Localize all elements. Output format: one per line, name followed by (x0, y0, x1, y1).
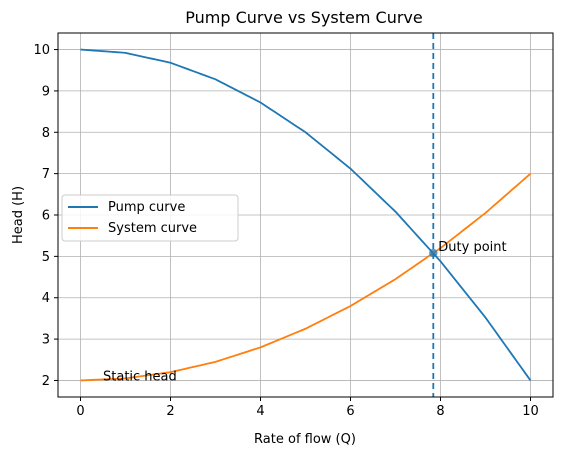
y-tick-label: 9 (42, 84, 50, 99)
duty-point-marker (429, 248, 438, 258)
grid (58, 33, 553, 397)
legend-box (61, 194, 239, 242)
x-tick-label: 10 (522, 404, 539, 419)
axis-ticks: 0 2 4 6 8 10 2 3 4 5 6 7 8 9 10 (33, 43, 538, 419)
series-line-system (80, 172, 532, 382)
series-line-pump (80, 48, 532, 381)
y-tick-label: 8 (42, 126, 50, 141)
y-tick-label: 4 (42, 291, 50, 306)
annotations: Static head (103, 369, 177, 384)
x-tick-label: 4 (256, 404, 264, 419)
legend-label-pump: Pump curve (108, 200, 185, 215)
x-axis-label: Rate of flow (Q) (254, 432, 356, 447)
y-tick-label: 5 (42, 250, 50, 265)
x-tick-label: 2 (166, 404, 174, 419)
legend-label-system: System curve (108, 221, 197, 236)
static-head-annotation: Static head (103, 369, 177, 384)
y-tick-label: 2 (42, 374, 50, 389)
y-tick-label: 7 (42, 167, 50, 182)
y-tick-label: 10 (33, 43, 50, 58)
x-tick-label: 8 (436, 404, 444, 419)
y-tick-label: 6 (42, 209, 50, 224)
duty-point-label: Duty point (438, 240, 506, 255)
x-tick-label: 0 (76, 404, 84, 419)
legend: Pump curve System curve (61, 194, 239, 242)
y-axis-label: Head (H) (11, 186, 26, 244)
duty-point-group: Duty point (429, 33, 507, 397)
x-tick-label: 6 (346, 404, 354, 419)
y-tick-label: 3 (42, 333, 50, 348)
series-lines (80, 48, 532, 382)
chart-title: Pump Curve vs System Curve (185, 8, 422, 27)
